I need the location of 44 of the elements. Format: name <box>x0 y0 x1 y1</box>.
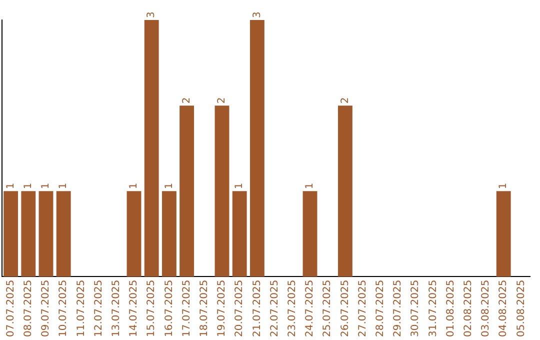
x-tick-label: 30.07.2025 <box>410 280 422 338</box>
x-tick-label: 19.07.2025 <box>216 280 228 338</box>
x-tick-label: 26.07.2025 <box>340 280 351 338</box>
x-tick-label: 08.07.2025 <box>22 280 34 338</box>
data-label: 2 <box>216 97 228 104</box>
x-tick-label: 27.07.2025 <box>357 280 368 338</box>
x-tick-label: 24.07.2025 <box>304 280 316 338</box>
x-tick-label: 04.08.2025 <box>498 280 510 338</box>
data-label: 2 <box>340 97 351 104</box>
x-tick-label: 13.07.2025 <box>110 280 122 338</box>
data-label: 1 <box>234 182 246 190</box>
x-tick-label: 01.08.2025 <box>445 280 456 338</box>
x-tick-label: 03.08.2025 <box>480 280 492 338</box>
x-tick-label: 14.07.2025 <box>128 280 140 338</box>
data-label: 1 <box>22 182 34 190</box>
data-label: 1 <box>304 182 316 190</box>
x-tick-label: 11.07.2025 <box>76 280 87 338</box>
x-tick-label: 09.07.2025 <box>40 280 52 338</box>
x-tick-label: 12.07.2025 <box>93 280 104 338</box>
x-tick-label: 22.07.2025 <box>269 280 280 338</box>
x-tick-label: 21.07.2025 <box>252 280 263 338</box>
x-tick-label: 29.07.2025 <box>392 280 404 338</box>
x-tick-label: 10.07.2025 <box>58 280 70 338</box>
data-label: 3 <box>252 12 263 18</box>
data-label: 1 <box>128 182 140 190</box>
x-tick-label: 15.07.2025 <box>146 280 158 338</box>
x-tick-label: 05.08.2025 <box>516 280 527 338</box>
x-tick-label: 18.07.2025 <box>198 280 210 338</box>
x-tick-label: 20.07.2025 <box>234 280 246 338</box>
data-label: 1 <box>498 182 510 190</box>
data-label: 1 <box>5 182 16 190</box>
x-tick-label: 25.07.2025 <box>322 280 334 338</box>
x-tick-label: 16.07.2025 <box>164 280 175 338</box>
data-label: 1 <box>164 182 175 190</box>
data-label: 1 <box>40 182 52 190</box>
x-tick-label: 31.07.2025 <box>428 280 439 338</box>
x-tick-label: 07.07.2025 <box>5 280 16 338</box>
x-tick-label: 28.07.2025 <box>374 280 386 338</box>
data-label: 3 <box>146 12 158 18</box>
data-label: 2 <box>181 97 192 104</box>
x-tick-label: 02.08.2025 <box>462 280 474 338</box>
x-tick-label: 17.07.2025 <box>181 280 192 338</box>
data-label: 1 <box>58 182 70 190</box>
x-tick-label: 23.07.2025 <box>286 280 298 338</box>
